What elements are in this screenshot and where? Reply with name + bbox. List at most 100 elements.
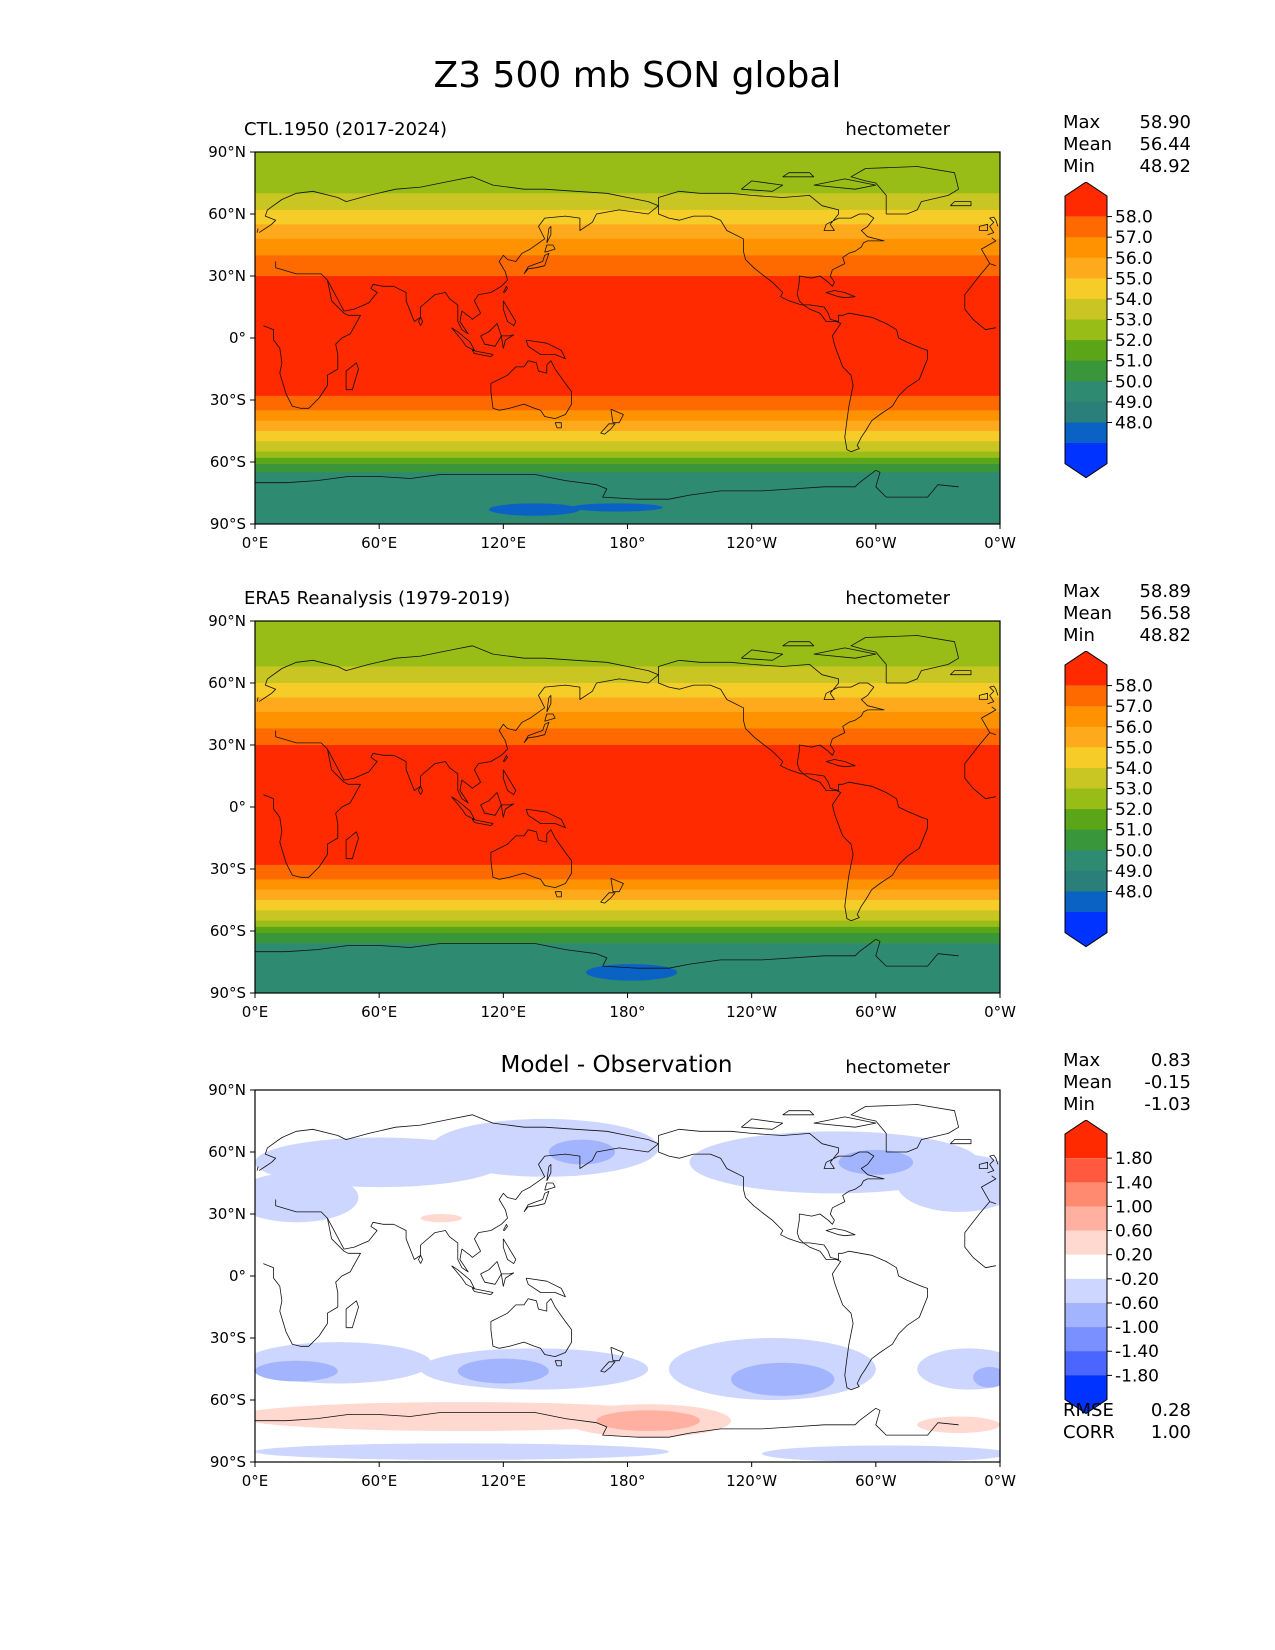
colorbar-swatch [1065,237,1107,259]
stat-label: Min [1063,1094,1095,1115]
stat-value: -1.03 [1144,1094,1191,1115]
lon-tick-label: 60°E [361,534,397,552]
contour-band [255,879,1000,891]
contour-patch [457,1358,549,1384]
coastline [850,166,959,215]
map-field [255,152,1000,524]
colorbar-tick-label: 55.0 [1115,269,1153,289]
contour-patch [571,503,663,512]
colorbar-tick-label: 50.0 [1115,372,1153,392]
contour-band [255,410,1000,422]
coastline [782,172,815,178]
map-obs: 0°E 60°E 120°E 180° 120°W 60°W 0°W 90°N 60°N 30°N… [208,612,1016,1021]
colorbar-tick-label: 49.0 [1115,862,1153,882]
colorbar-swatch [1065,870,1107,892]
coastline [546,226,552,244]
coastline [978,692,988,700]
coastline [825,1228,856,1237]
lat-tick-label: 60°N [208,205,246,223]
lat-tick-label: 30°N [208,1205,246,1223]
lon-tick-label: 0°W [984,1472,1016,1490]
lat-tick-label: 30°N [208,736,246,754]
colorbar-swatch [1065,216,1107,238]
coastline [610,1346,624,1362]
lat-tick-label: 90°S [210,1453,246,1471]
coastline [255,474,860,500]
metric-label: CORR [1063,1422,1115,1443]
panel-units: hectometer [845,1057,950,1078]
colorbar-tick-label: 52.0 [1115,800,1153,820]
contour-band [255,728,1000,746]
lat-tick-label: 90°N [208,1081,246,1099]
colorbar-swatch [1065,1182,1107,1207]
lat-tick-label: 0° [229,798,246,816]
colorbar-swatch [1065,850,1107,872]
lat-tick-label: 60°N [208,1143,246,1161]
lon-tick-label: 120°E [481,1472,527,1490]
coastline [258,1114,997,1273]
coastline [658,190,928,453]
coastlines [255,1104,999,1438]
coastlines [255,166,999,500]
colorbar-swatch [1065,767,1107,789]
colorbar-tick-label: 1.00 [1115,1197,1153,1217]
colorbar-tick-label: 54.0 [1115,759,1153,779]
colorbar-swatch [1065,278,1107,300]
coastline [255,943,860,969]
lon-tick-label: 0°W [984,1003,1016,1021]
coastline [418,316,423,326]
contour-band [255,238,1000,256]
map-diff: 0°E 60°E 120°E 180° 120°W 60°W 0°W 90°N 60°N 30°N… [208,1081,1016,1490]
contour-patch [586,964,678,981]
coastline [451,327,475,351]
lat-tick-label: 60°S [210,453,246,471]
coastline [525,1277,566,1298]
contour-band [255,926,1000,934]
colorbar-tick-label: 1.80 [1115,1149,1153,1169]
lon-tick-label: 120°W [726,1472,777,1490]
coastline [471,1288,494,1295]
coastline [546,695,552,713]
coastline [263,732,996,878]
contour-band [255,920,1000,928]
colorbar-swatch [1065,381,1107,403]
colorbar-swatch [1065,788,1107,810]
colorbar-model: 58.057.056.055.054.053.052.051.050.049.0… [1064,182,1153,479]
contour-patch [730,1362,835,1396]
panel-obs: ERA5 Reanalysis (1979-2019) hectometer 0… [0,581,1275,1051]
panel-model: CTL.1950 (2017-2024) hectometer 0°E 60°E 1… [0,112,1275,582]
coastline [525,808,566,829]
colorbar-tick-label: 51.0 [1115,821,1153,841]
stat-max: Max 58.90 [1063,112,1191,134]
lon-tick-label: 60°W [855,534,897,552]
contour-patch [548,1139,616,1165]
lat-tick-label: 30°S [210,860,246,878]
colorbar-swatch [1065,443,1107,478]
lat-tick-label: 60°S [210,922,246,940]
colorbar-swatch [1065,1158,1107,1183]
colorbar-tick-label: -0.60 [1115,1294,1159,1314]
coastline [418,785,423,795]
coastline [258,176,997,335]
stat-label: Mean [1063,603,1113,624]
coastline [600,423,616,435]
stat-min: Min -1.03 [1063,1094,1191,1116]
coastline [523,252,550,275]
coastline [544,1182,556,1191]
stat-value: 0.83 [1150,1050,1191,1071]
colorbar-swatch [1065,706,1107,728]
contour-patch [488,503,580,516]
map-field [255,1090,1000,1462]
colorbar-tick-label: 54.0 [1115,290,1153,310]
contour-band [255,910,1000,922]
coastline [741,1118,784,1130]
metric-label: RMSE [1063,1400,1114,1421]
coastline [813,1116,877,1128]
contour-band [255,900,1000,911]
stat-max: Max 58.89 [1063,581,1191,603]
contour-patch [838,1149,914,1175]
contour-band [255,889,1000,901]
coastline [502,1238,517,1264]
colorbar-tick-label: 48.0 [1115,882,1153,902]
